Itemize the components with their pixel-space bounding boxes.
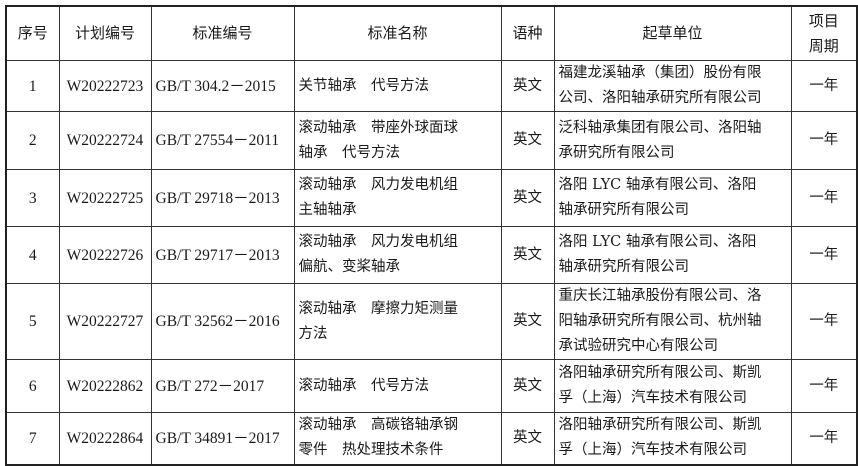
standard-name: 滚动轴承 代号方法: [293, 359, 502, 413]
standard-name-line: 滚动轴承 代号方法: [298, 377, 430, 394]
plan-number: W20222724: [58, 111, 152, 170]
project-period: 一年: [790, 359, 858, 413]
project-period: 一年: [790, 412, 858, 465]
language: 英文: [500, 359, 555, 413]
standard-name-line: 滚动轴承 摩擦力矩测量: [298, 300, 459, 317]
standard-name-line: 方法: [298, 325, 328, 342]
drafting-unit-line: 承试验研究中心有限公司: [558, 338, 719, 354]
standard-name-line: 主轴轴承: [298, 202, 357, 218]
standard-number: GB/T 27554－2011: [150, 111, 295, 170]
drafting-unit-line: 公司、洛阳轴承研究所有限公司: [558, 90, 762, 106]
standard-name: 滚动轴承 风力发电机组 主轴轴承: [293, 169, 502, 227]
standard-number: GB/T 272－2017: [150, 359, 295, 413]
drafting-unit: 福建龙溪轴承（集团）股份有限 公司、洛阳轴承研究所有限公司: [553, 60, 792, 112]
row-number: 3: [5, 169, 60, 227]
table-row: 6 W20222862 GB/T 272－2017 滚动轴承 代号方法 英文 洛阳轴承研究…: [5, 359, 858, 413]
standard-name: 滚动轴承 摩擦力矩测量 方法: [293, 283, 502, 360]
header-period: 项目 周期: [790, 5, 858, 61]
header-period-line: 周期: [808, 36, 839, 55]
drafting-unit-line: 承研究所有限公司: [558, 144, 675, 161]
drafting-unit-line: 孚（上海）汽车技术有限公司: [558, 390, 748, 406]
standard-number: GB/T 32562－2016: [150, 283, 295, 360]
standard-name: 滚动轴承 带座外球面球 轴承 代号方法: [293, 111, 502, 170]
plan-number: W20222726: [58, 226, 152, 284]
standard-name-line: 偏航、变桨轴承: [298, 259, 401, 275]
table-row: 2 W20222724 GB/T 27554－2011 滚动轴承 带座外球面球 轴承 代…: [5, 111, 858, 170]
row-number: 7: [5, 412, 60, 465]
drafting-unit: 洛阳轴承研究所有限公司、斯凯 孚（上海）汽车技术有限公司: [553, 359, 792, 413]
drafting-unit: 洛阳 LYC 轴承有限公司、洛阳 轴承研究所有限公司: [553, 226, 792, 284]
drafting-unit-line: 轴承研究所有限公司: [558, 259, 690, 275]
drafting-unit-line: 福建龙溪轴承（集团）股份有限: [558, 65, 762, 81]
row-number: 1: [5, 60, 60, 112]
header-period-line: 项目: [808, 11, 839, 30]
plan-number: W20222723: [58, 60, 152, 112]
table-row: 1 W20222723 GB/T 304.2－2015 关节轴承 代号方法 英文 福建龙溪…: [5, 60, 858, 112]
drafting-unit: 洛阳 LYC 轴承有限公司、洛阳 轴承研究所有限公司: [553, 169, 792, 227]
row-number: 6: [5, 359, 60, 413]
drafting-unit: 泛科轴承集团有限公司、洛阳轴 承研究所有限公司: [553, 111, 792, 170]
standard-number: GB/T 304.2－2015: [150, 60, 295, 112]
drafting-unit: 重庆长江轴承股份有限公司、洛 阳轴承研究所有限公司、杭州轴 承试验研究中心有限公司: [553, 283, 792, 360]
language: 英文: [500, 283, 555, 360]
standard-name: 滚动轴承 风力发电机组 偏航、变桨轴承: [293, 226, 502, 284]
standard-name: 滚动轴承 高碳铬轴承钢 零件 热处理技术条件: [293, 412, 502, 465]
header-plan-number: 计划编号: [58, 5, 152, 61]
header-standard-name: 标准名称: [293, 5, 502, 61]
standards-table: 序号 计划编号 标准编号 标准名称 语种 起草单位 项目 周期 1 W202227…: [5, 5, 858, 466]
row-number: 4: [5, 226, 60, 284]
standard-name-line: 滚动轴承 风力发电机组: [298, 234, 459, 250]
plan-number: W20222864: [58, 412, 152, 465]
standard-number: GB/T 29718－2013: [150, 169, 295, 227]
standard-name-line: 滚动轴承 风力发电机组: [298, 177, 459, 193]
header-drafting-unit: 起草单位: [553, 5, 792, 61]
drafting-unit-line: 洛阳 LYC 轴承有限公司、洛阳: [558, 177, 757, 193]
header-language: 语种: [500, 5, 555, 61]
project-period: 一年: [790, 226, 858, 284]
standard-name-line: 零件 热处理技术条件: [298, 442, 444, 459]
project-period: 一年: [790, 169, 858, 227]
project-period: 一年: [790, 283, 858, 360]
drafting-unit-line: 洛阳轴承研究所有限公司、斯凯: [558, 365, 762, 381]
row-number: 2: [5, 111, 60, 170]
row-number: 5: [5, 283, 60, 360]
drafting-unit-line: 阳轴承研究所有限公司、杭州轴: [558, 313, 762, 329]
drafting-unit-line: 洛阳 LYC 轴承有限公司、洛阳: [558, 234, 757, 250]
drafting-unit-line: 泛科轴承集团有限公司、洛阳轴: [558, 119, 762, 136]
standard-name-line: 关节轴承 代号方法: [298, 77, 430, 94]
standard-name-line: 滚动轴承 高碳铬轴承钢: [298, 417, 459, 434]
standard-number: GB/T 34891－2017: [150, 412, 295, 465]
plan-number: W20222862: [58, 359, 152, 413]
drafting-unit-line: 轴承研究所有限公司: [558, 202, 690, 218]
header-row: 序号 计划编号 标准编号 标准名称 语种 起草单位 项目 周期: [5, 5, 858, 61]
language: 英文: [500, 111, 555, 170]
plan-number: W20222727: [58, 283, 152, 360]
plan-number: W20222725: [58, 169, 152, 227]
table-row: 7 W20222864 GB/T 34891－2017 滚动轴承 高碳铬轴承钢 零件 热…: [5, 412, 858, 465]
header-standard-number: 标准编号: [150, 5, 295, 61]
language: 英文: [500, 169, 555, 227]
drafting-unit-line: 重庆长江轴承股份有限公司、洛: [558, 288, 762, 304]
drafting-unit: 洛阳轴承研究所有限公司、斯凯 孚（上海）汽车技术有限公司: [553, 412, 792, 465]
standard-number: GB/T 29717－2013: [150, 226, 295, 284]
standard-name-line: 轴承 代号方法: [298, 144, 401, 161]
language: 英文: [500, 226, 555, 284]
language: 英文: [500, 60, 555, 112]
table-row: 5 W20222727 GB/T 32562－2016 滚动轴承 摩擦力矩测量 方法 英文…: [5, 283, 858, 360]
project-period: 一年: [790, 111, 858, 170]
table-row: 3 W20222725 GB/T 29718－2013 滚动轴承 风力发电机组 主轴轴承…: [5, 169, 858, 227]
standard-name-line: 滚动轴承 带座外球面球: [298, 119, 459, 136]
header-no: 序号: [5, 5, 60, 61]
project-period: 一年: [790, 60, 858, 112]
drafting-unit-line: 洛阳轴承研究所有限公司、斯凯: [558, 417, 762, 434]
language: 英文: [500, 412, 555, 465]
table-row: 4 W20222726 GB/T 29717－2013 滚动轴承 风力发电机组 偏航、变…: [5, 226, 858, 284]
standard-name: 关节轴承 代号方法: [293, 60, 502, 112]
drafting-unit-line: 孚（上海）汽车技术有限公司: [558, 442, 748, 459]
